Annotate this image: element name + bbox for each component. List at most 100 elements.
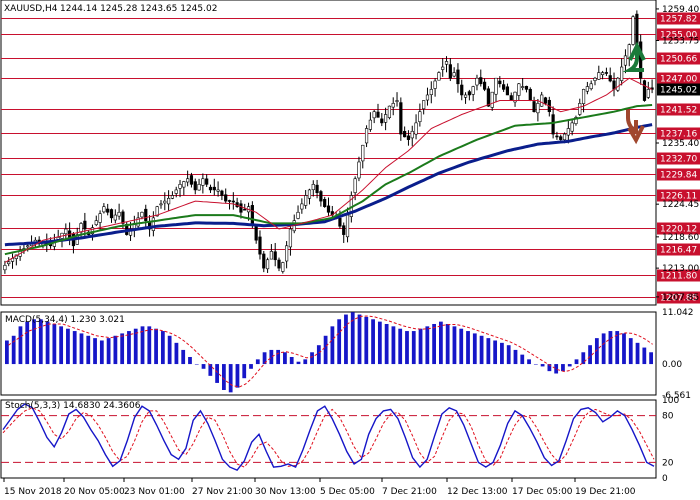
price-panel bbox=[0, 0, 657, 306]
candle-body bbox=[418, 111, 422, 123]
candle-body bbox=[616, 77, 620, 91]
candle-body bbox=[300, 203, 304, 210]
macd-bar bbox=[615, 331, 620, 365]
moving-averages bbox=[4, 77, 653, 263]
candlestick-series bbox=[3, 10, 654, 274]
candle-body bbox=[509, 95, 513, 101]
candle-body bbox=[212, 186, 216, 191]
candle-body bbox=[117, 211, 121, 217]
macd-bar bbox=[160, 331, 165, 365]
candle-body bbox=[505, 86, 510, 96]
macd-bar bbox=[5, 340, 9, 365]
macd-bar bbox=[398, 328, 403, 365]
candle-body bbox=[467, 91, 471, 96]
macd-bar bbox=[330, 326, 335, 365]
macd-bar bbox=[642, 347, 647, 365]
candle-body bbox=[502, 84, 506, 90]
macd-bar bbox=[52, 323, 57, 365]
price-tick-label: 1235.40 bbox=[662, 139, 699, 149]
sma-fast-line bbox=[4, 77, 653, 263]
price-tick-label: 1253.75 bbox=[662, 36, 699, 46]
macd-bar bbox=[249, 364, 253, 369]
candle-body bbox=[521, 86, 525, 88]
macd-bar bbox=[242, 364, 247, 379]
candle-body bbox=[551, 114, 555, 135]
candle-body bbox=[620, 66, 624, 81]
level-tag bbox=[657, 291, 700, 304]
macd-bar bbox=[93, 338, 97, 365]
level-label: 1255.00 bbox=[660, 31, 697, 41]
macd-bar bbox=[459, 328, 464, 365]
arrow-down-icon bbox=[626, 110, 645, 145]
price-axis: 1245.02 1259.40 1253.75 1235.40 1224.45 1218.… bbox=[656, 5, 700, 303]
time-tick-label: 7 Dec 21:00 bbox=[382, 487, 437, 497]
candle-body bbox=[323, 199, 327, 207]
macd-bar bbox=[411, 331, 416, 365]
candle-body bbox=[425, 94, 430, 101]
macd-bar bbox=[418, 328, 423, 365]
candle-body bbox=[277, 259, 281, 269]
candle-body bbox=[486, 88, 490, 107]
candle-body bbox=[174, 189, 178, 194]
candle-body bbox=[3, 265, 7, 271]
macd-bar bbox=[350, 312, 355, 365]
macd-bar bbox=[554, 364, 559, 374]
candle-body bbox=[399, 102, 403, 135]
macd-bar bbox=[527, 359, 531, 365]
signal-arrows bbox=[622, 41, 646, 145]
candle-body bbox=[353, 178, 357, 193]
candle-body bbox=[281, 262, 285, 272]
level-label: 1250.66 bbox=[660, 55, 697, 65]
candle-body bbox=[517, 83, 521, 96]
candle-body bbox=[380, 118, 384, 124]
level-tag bbox=[657, 52, 700, 65]
macd-bar bbox=[432, 323, 436, 365]
current-price-label: 1245.02 bbox=[660, 86, 697, 96]
candle-body bbox=[570, 122, 574, 132]
level-label: 1232.70 bbox=[660, 155, 697, 165]
time-tick-label: 17 Dec 05:00 bbox=[512, 487, 573, 497]
candle-body bbox=[315, 184, 319, 194]
ohlc-readout: 1244.14 1245.28 1243.65 1245.02 bbox=[60, 4, 217, 14]
macd-title: MACD(5,34,4) 1.230 3.021 bbox=[5, 315, 125, 325]
level-tag bbox=[657, 103, 700, 116]
macd-bar bbox=[228, 364, 233, 393]
macd-bar bbox=[181, 349, 186, 365]
current-price-tag bbox=[657, 83, 700, 96]
level-label: 1229.84 bbox=[660, 171, 697, 181]
candle-body bbox=[227, 200, 232, 202]
candle-body bbox=[197, 184, 201, 191]
candle-body bbox=[338, 217, 342, 227]
candle-body bbox=[201, 178, 205, 186]
level-tag bbox=[657, 127, 700, 140]
macd-bar bbox=[174, 342, 179, 365]
candle-body bbox=[285, 245, 289, 262]
stochastic-tick-label: 0 bbox=[662, 474, 668, 484]
macd-bar bbox=[215, 364, 219, 383]
candle-body bbox=[604, 72, 609, 74]
macd-bar bbox=[99, 340, 104, 365]
time-tick-label: 12 Dec 13:00 bbox=[447, 487, 508, 497]
candle-body bbox=[471, 86, 475, 95]
candle-body bbox=[98, 213, 102, 223]
candle-body bbox=[532, 101, 536, 113]
candle-body bbox=[136, 217, 140, 227]
candle-body bbox=[543, 97, 548, 104]
macd-bar bbox=[133, 328, 138, 365]
macd-histogram bbox=[5, 312, 653, 393]
candle-body bbox=[220, 190, 224, 196]
candle-body bbox=[361, 144, 365, 162]
macd-bar bbox=[513, 349, 518, 365]
candle-body bbox=[410, 130, 414, 139]
candle-body bbox=[109, 209, 114, 219]
macd-bar bbox=[25, 321, 30, 365]
candle-body bbox=[319, 191, 323, 202]
time-tick-label: 20 Nov 05:00 bbox=[64, 487, 125, 497]
candle-body bbox=[460, 84, 464, 96]
candle-body bbox=[307, 189, 312, 199]
stochastic-k-line bbox=[2, 403, 655, 472]
candle-body bbox=[479, 77, 483, 85]
price-tick-label: 1213.00 bbox=[662, 264, 699, 274]
macd-bar bbox=[493, 340, 498, 365]
candle-body bbox=[555, 135, 559, 138]
